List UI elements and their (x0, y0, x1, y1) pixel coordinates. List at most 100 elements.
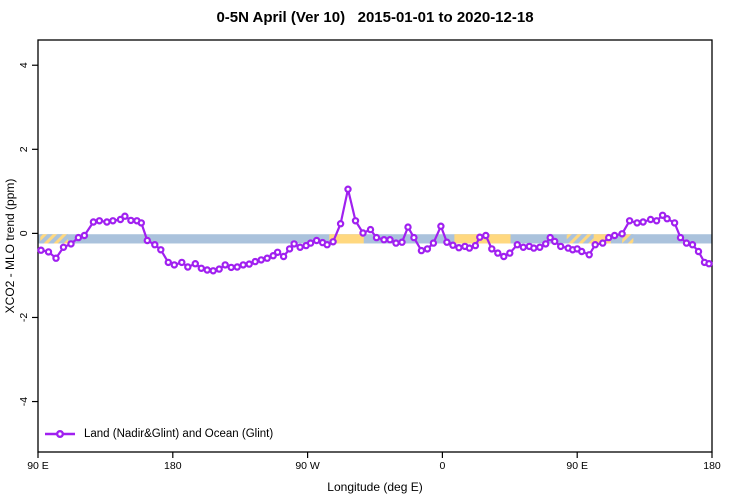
series-point (239, 261, 247, 269)
series-point (329, 238, 337, 246)
series-point (676, 233, 685, 242)
series-point (471, 241, 480, 250)
series-point (578, 247, 586, 256)
series-point (449, 241, 457, 249)
series-point (476, 233, 484, 241)
series-point (215, 265, 223, 273)
series-point (482, 231, 490, 240)
x-tick-label: 0 (439, 460, 445, 472)
series-point (121, 212, 129, 220)
series-point (639, 218, 647, 226)
series-point (306, 239, 315, 247)
series-point (52, 254, 60, 262)
series-point (585, 251, 593, 259)
series-point (429, 239, 438, 247)
series-point (227, 263, 235, 272)
series-point (404, 223, 412, 231)
series-point (95, 217, 104, 225)
y-axis-label: XCO2 - MLO trend (ppm) (3, 179, 17, 314)
x-axis-label: Longitude (deg E) (327, 480, 422, 494)
series-point (542, 240, 550, 248)
x-tick-label: 90 W (295, 460, 320, 472)
highlight-band-hatched (566, 234, 594, 244)
series-point (500, 252, 508, 261)
series-point (137, 219, 145, 227)
series-point (551, 237, 559, 246)
series-point (351, 217, 360, 225)
series-point (663, 214, 671, 223)
series-point (591, 240, 599, 249)
series-point (203, 266, 211, 274)
x-tick-label: 90 E (566, 460, 588, 472)
series-point (610, 231, 619, 240)
series-point (37, 246, 45, 254)
series-point (209, 267, 217, 275)
series-point (257, 256, 265, 264)
series-point (372, 233, 381, 242)
series-point (143, 236, 151, 245)
series-point (151, 240, 159, 249)
series-point (80, 231, 89, 240)
series-point (109, 217, 117, 225)
series-point (184, 263, 192, 271)
page-title: 0-5N April (Ver 10) 2015-01-01 to 2020-1… (216, 9, 534, 26)
x-tick-label: 90 E (27, 460, 49, 472)
series-point (443, 238, 451, 246)
series-point (618, 230, 626, 238)
y-tick-label: 2 (18, 146, 30, 152)
series-point (465, 244, 474, 252)
series-point (157, 246, 165, 254)
y-tick-label: -2 (18, 313, 30, 322)
series-point (263, 254, 271, 262)
series-point (170, 261, 178, 269)
x-tick-label: 180 (703, 460, 721, 472)
series-point (116, 215, 125, 224)
series-point (455, 243, 463, 252)
series-point (103, 218, 111, 226)
series-point (688, 240, 697, 249)
series-point (164, 258, 172, 267)
series-point (380, 235, 388, 244)
series-point (410, 233, 418, 242)
series-point (682, 239, 691, 247)
axis-ticks: 90 E 180 90 W 0 90 E 180 4 2 0 -2 -4 (18, 62, 721, 472)
highlight-band-solid (593, 234, 611, 244)
series-point (557, 242, 565, 251)
series-point (705, 260, 713, 268)
series-point (488, 245, 496, 253)
series-point (336, 219, 345, 228)
series-point (74, 233, 83, 242)
series-point (494, 249, 502, 257)
series-point (646, 215, 655, 224)
series-point (59, 243, 68, 251)
series-point (269, 251, 277, 260)
series-point (633, 219, 641, 227)
series-point (279, 252, 288, 261)
plot-border (37, 39, 713, 453)
series-point (89, 218, 98, 226)
legend-label: Land (Nadir&Glint) and Ocean (Glint) (84, 428, 274, 440)
series-point (312, 236, 321, 245)
legend: Land (Nadir&Glint) and Ocean (Glint) (44, 428, 273, 440)
series-point (197, 264, 205, 272)
series-point (191, 260, 199, 268)
series-point (67, 240, 75, 248)
highlight-band-hatched (40, 234, 68, 244)
series-point (344, 185, 352, 193)
series-point (386, 235, 394, 244)
series-point (245, 260, 253, 268)
series-point (366, 225, 375, 234)
series-point (513, 240, 522, 249)
legend-series-marker-icon (45, 430, 75, 438)
series-point (546, 233, 554, 242)
series-point (233, 263, 241, 271)
series-point (652, 217, 661, 225)
series-point (44, 248, 53, 256)
series-point (417, 246, 426, 255)
series-point (670, 219, 679, 227)
series-point (296, 243, 304, 251)
series-point (251, 257, 259, 266)
series-point (323, 240, 331, 249)
y-tick-label: 0 (18, 230, 30, 236)
